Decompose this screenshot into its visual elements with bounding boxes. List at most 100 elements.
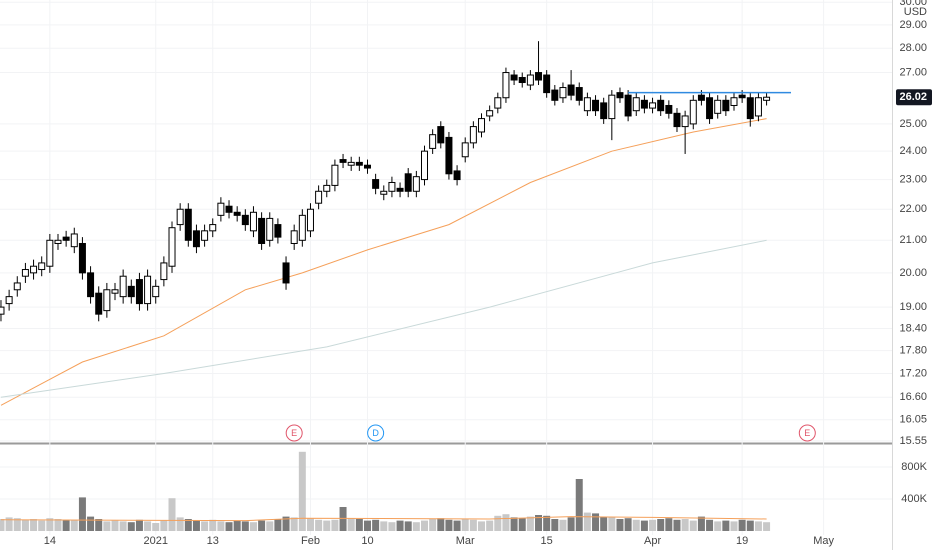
event-marker (798, 424, 816, 442)
candle-body (135, 279, 143, 305)
x-tick-label: 15 (541, 535, 553, 547)
x-tick-label: 14 (44, 535, 56, 547)
volume-bar (144, 521, 152, 531)
event-label: E (291, 428, 297, 438)
candle-body (192, 230, 200, 248)
candle-body (494, 97, 502, 109)
y-tick-label: 19.00 (899, 301, 927, 313)
volume-bar (152, 523, 160, 531)
candle-body (127, 285, 135, 298)
moving-average (0, 239, 767, 398)
candle-body (559, 87, 567, 99)
volume-bar (38, 520, 46, 531)
y-tick-label: 16.60 (899, 391, 927, 403)
volume-bar (209, 519, 217, 531)
y-tick-label: 17.80 (899, 345, 927, 357)
volume-bar (168, 498, 176, 531)
volume-bar (176, 517, 184, 531)
volume-bar (502, 514, 510, 531)
volume-bar (420, 520, 428, 531)
candle-body (184, 208, 192, 241)
candle-body (461, 142, 469, 158)
volume-bar (298, 451, 306, 531)
volume-bar (87, 516, 95, 531)
candle-body (241, 214, 249, 226)
candle-body (412, 176, 420, 192)
y-tick-label: 23.00 (899, 173, 927, 185)
volume-bar (388, 522, 396, 531)
volume-bar (30, 519, 38, 531)
candle-body (266, 217, 274, 241)
y-tick-label: 24.00 (899, 145, 927, 157)
volume-ma (0, 516, 767, 522)
candle-body (290, 230, 298, 244)
candle-body (420, 150, 428, 181)
candle-body (249, 211, 257, 232)
volume-bar (266, 521, 274, 531)
candle-body (608, 94, 616, 120)
volume-bar (722, 520, 730, 531)
volume-bar (282, 516, 290, 531)
candle-body (478, 118, 486, 133)
candle-body (168, 227, 176, 267)
volume-bar (763, 522, 771, 531)
candle-body (282, 262, 290, 284)
x-tick-label: 19 (736, 535, 748, 547)
volume-bar (396, 520, 404, 531)
y-tick-label: 17.20 (899, 367, 927, 379)
volume-bar (657, 519, 665, 531)
candle-body (306, 208, 314, 232)
volume-bar (274, 519, 282, 531)
volume-bar (486, 520, 494, 531)
volume-bar (323, 520, 331, 531)
volume-bar (78, 497, 86, 531)
y-tick-label: 21.00 (899, 234, 927, 246)
volume-bar (518, 518, 526, 531)
volume-bar (453, 520, 461, 531)
candle-body (673, 112, 681, 128)
volume-bar (535, 515, 543, 531)
volume-bar (103, 521, 111, 531)
candle-body (13, 282, 21, 291)
candle-body (689, 99, 697, 125)
volume-bar (306, 518, 314, 531)
x-tick-label: Feb (301, 535, 320, 547)
currency-label: USD (904, 6, 927, 18)
volume-bar (478, 521, 486, 531)
volume-bar (315, 519, 323, 531)
volume-bar (160, 520, 168, 531)
volume-bar (201, 521, 209, 531)
y-tick-label: 15.55 (899, 435, 927, 447)
volume-tick-label: 800K (901, 461, 927, 473)
candle-body (95, 292, 103, 315)
candle-body (233, 211, 241, 216)
y-tick-label: 27.00 (899, 66, 927, 78)
event-marker (367, 424, 385, 442)
candle-body (543, 74, 551, 94)
candle-body (5, 296, 13, 305)
volume-bar (543, 515, 551, 531)
candle-body (372, 179, 380, 189)
x-tick-label: 2021 (143, 535, 167, 547)
volume-bar (706, 519, 714, 531)
volume-bar (217, 521, 225, 531)
x-tick-label: Mar (456, 535, 475, 547)
last-price-badge (896, 89, 932, 106)
candle-body (502, 72, 510, 99)
volume-bar (355, 519, 363, 531)
volume-bar (404, 521, 412, 531)
candle-body (567, 84, 575, 96)
x-tick-label: Apr (644, 535, 661, 547)
candle-body (551, 89, 559, 101)
volume-bar (62, 519, 70, 531)
candle-body (315, 190, 323, 204)
volume-bar (632, 519, 640, 531)
candle-body (298, 214, 306, 241)
volume-bar (21, 519, 29, 531)
x-tick-label: 13 (207, 535, 219, 547)
candle-body (62, 236, 70, 241)
volume-bar (689, 520, 697, 531)
volume-bar (192, 520, 200, 531)
candle-body (144, 275, 152, 305)
candle-body (201, 230, 209, 241)
